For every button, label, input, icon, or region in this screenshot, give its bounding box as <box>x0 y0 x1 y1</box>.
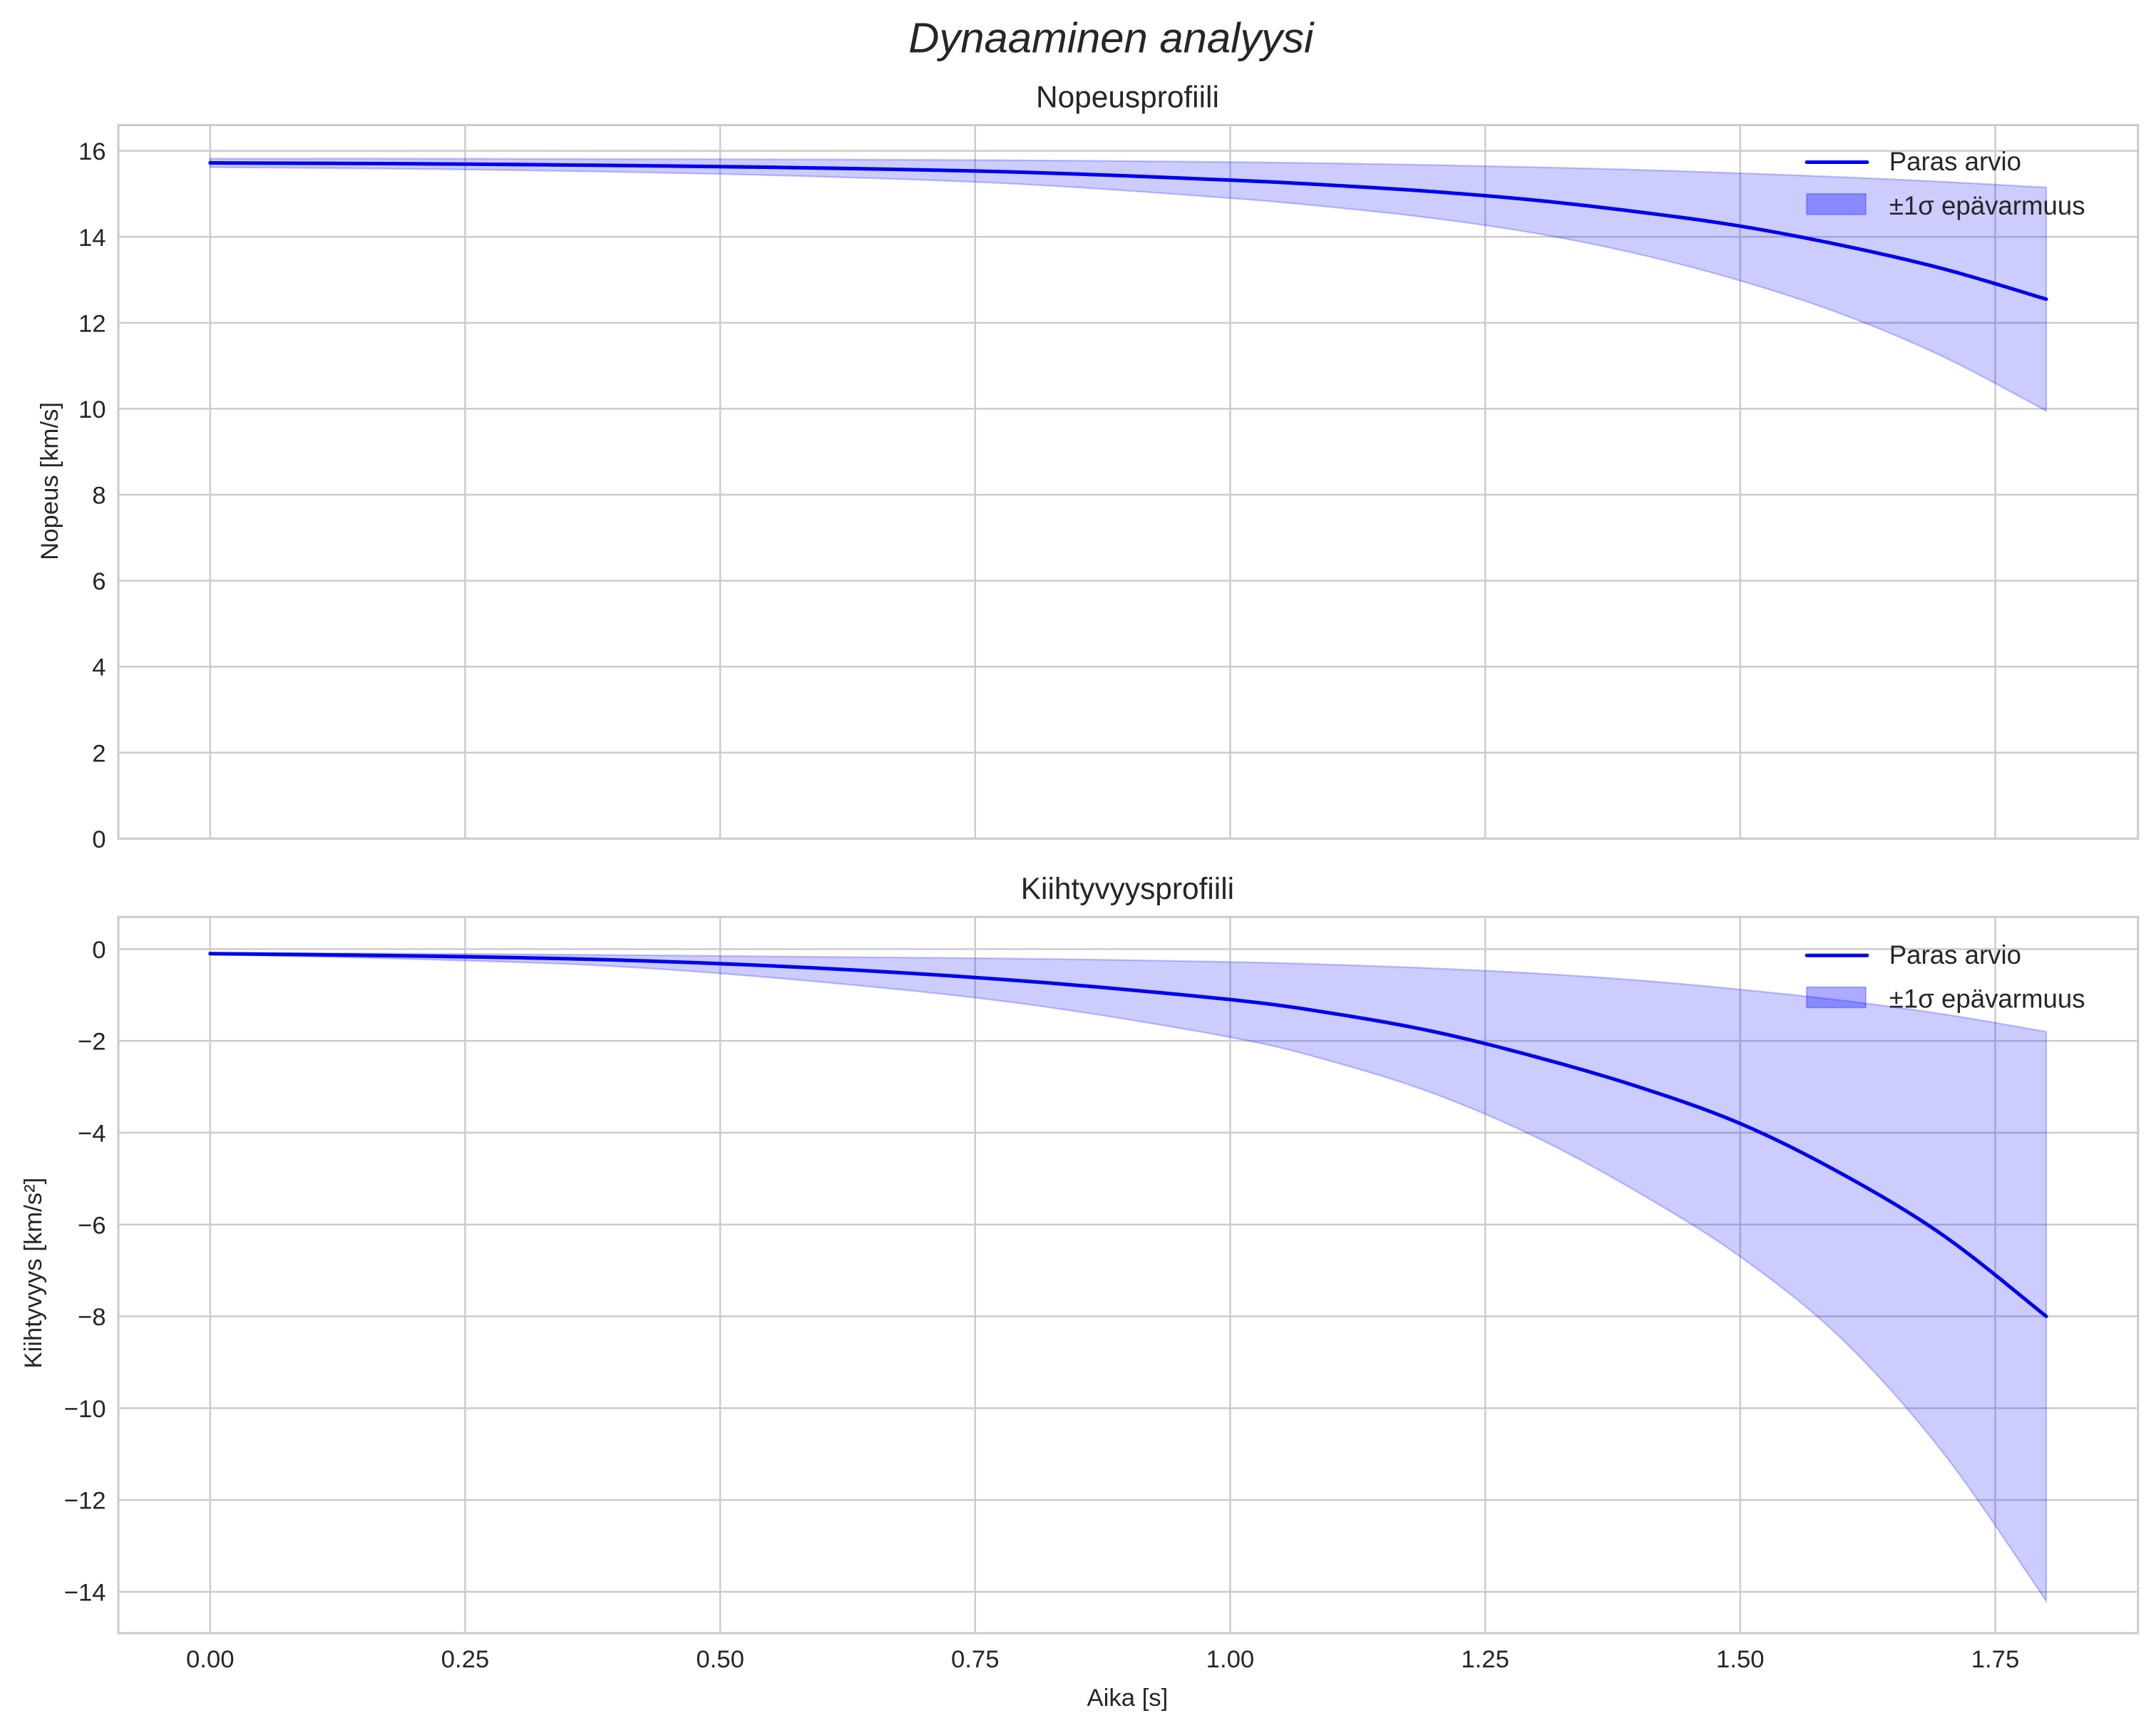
velocity-axes-frame <box>117 123 2140 840</box>
legend-label-best-estimate: Paras arvio <box>1889 940 2021 970</box>
x-axis-label: Aika [s] <box>1087 1685 1169 1712</box>
legend-band-swatch-icon <box>1806 192 1867 215</box>
y-tick-label: −10 <box>64 1396 106 1423</box>
velocity-panel: Nopeusprofiili 0 2 4 6 8 10 12 14 16 Nopeus [km/… <box>36 80 2140 853</box>
acceleration-panel-title: Kiihtyvyysprofiili <box>1021 872 1234 905</box>
y-tick-label: 4 <box>92 654 106 682</box>
y-tick-label: −12 <box>64 1488 106 1515</box>
legend-label-uncertainty: ±1σ epävarmuus <box>1889 191 2085 220</box>
legend-label-uncertainty: ±1σ epävarmuus <box>1889 984 2085 1014</box>
axes-border <box>117 123 2140 840</box>
x-tick-label: 1.75 <box>1971 1646 2020 1673</box>
x-tick-label: 0.25 <box>441 1646 490 1673</box>
y-tick-label: 12 <box>78 310 106 337</box>
acceleration-axes-frame <box>117 915 2140 1635</box>
y-tick-label: 0 <box>92 826 106 853</box>
uncertainty-band-area <box>209 158 2048 413</box>
acceleration-best-estimate-line <box>208 952 2048 1319</box>
acceleration-uncertainty-band <box>209 952 2048 1604</box>
x-tick-label: 1.50 <box>1716 1646 1765 1673</box>
y-tick-label: −4 <box>78 1120 106 1147</box>
y-tick-label: 16 <box>78 138 106 165</box>
y-tick-label: 14 <box>78 225 106 252</box>
x-tick-labels: 0.00 0.25 0.50 0.75 1.00 1.25 1.50 1.75 <box>186 1646 2019 1673</box>
x-tick-label: 0.50 <box>696 1646 744 1673</box>
acceleration-legend: Paras arvio ±1σ epävarmuus <box>1805 940 2085 1014</box>
x-tick-label: 0.00 <box>186 1646 235 1673</box>
y-tick-label: −2 <box>78 1029 106 1056</box>
figure-suptitle: Dynaaminen analyysi <box>908 14 1315 61</box>
best-estimate-curve <box>208 161 2048 302</box>
y-tick-label: 10 <box>78 396 106 423</box>
legend-band-swatch-icon <box>1806 986 1867 1009</box>
y-tick-label: 2 <box>92 740 106 767</box>
velocity-y-tick-labels: 0 2 4 6 8 10 12 14 16 <box>78 138 106 853</box>
y-tick-label: −14 <box>64 1580 106 1607</box>
acceleration-grid <box>118 917 2138 1633</box>
y-tick-label: −8 <box>78 1304 106 1331</box>
y-tick-label: 6 <box>92 568 106 595</box>
acceleration-panel: Kiihtyvyysprofiili 0 −2 −4 −6 −8 −10 −12 −14 0.… <box>20 872 2140 1712</box>
best-estimate-curve <box>208 952 2048 1319</box>
velocity-uncertainty-band <box>209 158 2048 413</box>
y-tick-label: −6 <box>78 1212 106 1239</box>
axes-border <box>117 915 2140 1635</box>
velocity-best-estimate-line <box>208 161 2048 302</box>
x-tick-label: 1.25 <box>1461 1646 1509 1673</box>
x-tick-label: 0.75 <box>951 1646 1000 1673</box>
velocity-panel-title: Nopeusprofiili <box>1036 80 1219 113</box>
x-tick-label: 1.00 <box>1206 1646 1255 1673</box>
acceleration-y-tick-labels: 0 −2 −4 −6 −8 −10 −12 −14 <box>64 937 106 1607</box>
y-tick-label: 0 <box>92 937 106 964</box>
uncertainty-band-area <box>209 952 2048 1604</box>
velocity-y-axis-label: Nopeus [km/s] <box>36 402 63 560</box>
legend-label-best-estimate: Paras arvio <box>1889 147 2021 176</box>
y-tick-label: 8 <box>92 483 106 510</box>
velocity-legend: Paras arvio ±1σ epävarmuus <box>1805 147 2085 220</box>
acceleration-y-axis-label: Kiihtyvyys [km/s²] <box>20 1178 47 1369</box>
